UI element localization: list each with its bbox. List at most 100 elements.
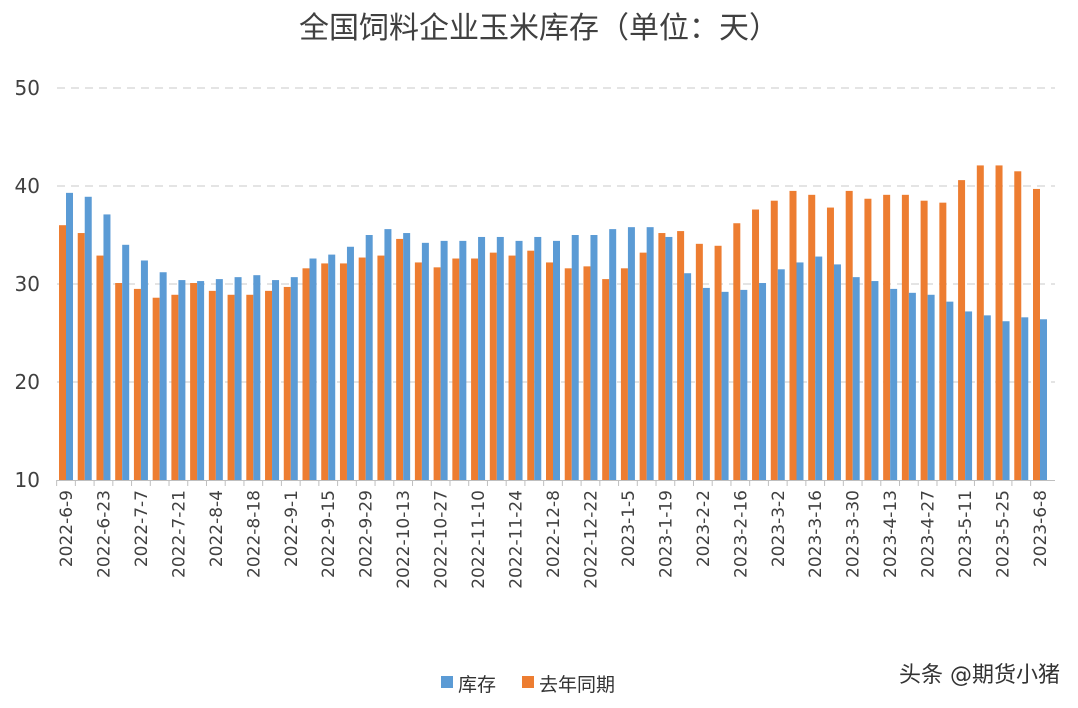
x-axis-ticks: 2022-6-9 2022-6-23 2022-7-7 2022-7-21 2022-8…	[57, 490, 1051, 589]
bar-last-year	[602, 279, 610, 480]
bar-inventory	[103, 214, 111, 481]
bar-last-year	[976, 165, 984, 481]
bar-inventory	[1040, 319, 1047, 480]
bar-last-year	[546, 262, 553, 480]
bar-last-year	[770, 200, 778, 480]
x-tick-label: 2022-7-7	[132, 490, 152, 567]
bar-last-year	[396, 238, 404, 480]
x-tick-label: 2022-11-24	[507, 490, 527, 589]
x-tick-label: 2022-10-27	[432, 490, 452, 589]
x-tick-label: 2023-3-16	[806, 490, 826, 578]
bar-inventory	[646, 227, 654, 480]
x-tick-label: 2023-6-8	[1031, 490, 1051, 567]
legend-swatch-inventory	[441, 676, 453, 688]
x-tick-label: 2023-2-2	[694, 490, 714, 567]
bar-inventory	[178, 280, 186, 480]
bar-last-year	[358, 257, 366, 480]
bar-inventory	[215, 279, 223, 480]
bar-last-year	[733, 223, 741, 481]
x-tick-label: 2022-8-18	[244, 490, 264, 578]
bar-inventory	[309, 258, 317, 480]
x-tick-label: 2022-9-1	[282, 490, 302, 567]
bar-inventory	[665, 236, 673, 480]
bar-last-year	[508, 255, 516, 480]
y-axis-ticks: 10 20 30 40 50	[15, 76, 40, 492]
watermark: 头条 @期货小猪	[899, 663, 1060, 688]
x-tick-label: 2023-5-11	[956, 490, 976, 578]
bar-inventory	[140, 260, 148, 480]
bar-last-year	[133, 288, 141, 480]
bar-last-year	[639, 252, 647, 480]
bar-inventory	[253, 275, 261, 480]
x-tick-label: 2022-12-22	[581, 490, 601, 589]
bar-inventory	[871, 281, 879, 480]
bar-inventory	[515, 240, 523, 480]
bar-last-year	[939, 202, 947, 480]
bar-inventory	[627, 227, 635, 480]
bar-last-year	[826, 207, 834, 480]
bar-last-year	[489, 252, 497, 480]
bar-last-year	[1014, 171, 1022, 481]
bar-last-year	[658, 233, 666, 480]
bar-last-year	[339, 263, 347, 480]
bar-inventory	[122, 244, 130, 480]
bar-last-year	[901, 194, 909, 480]
bar-inventory	[740, 289, 748, 480]
x-tick-label: 2023-1-19	[656, 490, 676, 578]
bar-inventory	[496, 236, 504, 480]
bar-inventory	[197, 281, 205, 480]
bar-last-year	[414, 262, 422, 480]
bar-inventory	[702, 287, 710, 480]
x-tick-label: 2023-3-2	[769, 490, 789, 567]
bar-inventory	[66, 192, 73, 481]
bar-last-year	[883, 194, 891, 480]
bar-inventory	[159, 272, 167, 480]
bar-inventory	[833, 264, 841, 480]
bar-last-year	[1033, 188, 1040, 480]
bar-inventory	[965, 311, 973, 480]
bar-inventory	[478, 236, 486, 480]
bar-inventory	[759, 283, 767, 480]
bar-inventory	[721, 291, 729, 480]
legend-swatch-last-year	[522, 676, 534, 688]
bar-last-year	[714, 245, 722, 480]
bar-last-year	[283, 286, 291, 480]
legend-label-last-year: 去年同期	[539, 674, 615, 696]
bar-last-year	[864, 198, 872, 481]
x-tick-label: 2022-9-15	[319, 490, 339, 578]
bar-inventory	[234, 277, 242, 480]
bar-last-year	[583, 266, 591, 480]
bar-last-year	[920, 200, 928, 480]
x-tick-label: 2022-12-8	[544, 490, 564, 578]
legend: 库存 去年同期	[441, 674, 615, 696]
x-tick-label: 2023-5-25	[994, 490, 1014, 578]
bar-last-year	[377, 255, 385, 480]
x-tick-label: 2023-3-30	[844, 490, 864, 578]
x-tick-label: 2022-8-4	[207, 490, 227, 567]
bar-inventory	[534, 236, 542, 480]
x-tick-label: 2022-6-23	[94, 490, 114, 578]
bar-inventory	[815, 256, 823, 480]
bar-inventory	[609, 229, 617, 480]
bar-last-year	[695, 243, 703, 480]
bar-inventory	[852, 277, 860, 480]
bar-inventory	[590, 235, 598, 480]
bar-inventory	[365, 235, 373, 480]
y-tick-label: 20	[15, 370, 40, 394]
bar-inventory	[403, 233, 411, 480]
bar-last-year	[96, 255, 104, 480]
bar-last-year	[808, 194, 816, 480]
x-tick-label: 2023-4-27	[919, 490, 939, 578]
y-tick-label: 30	[15, 272, 40, 296]
bar-last-year	[677, 231, 685, 480]
bar-inventory	[84, 196, 92, 480]
x-tick-label: 2022-6-9	[57, 490, 77, 567]
y-tick-label: 40	[15, 174, 40, 198]
bar-inventory	[796, 262, 804, 480]
bar-inventory	[983, 315, 991, 480]
x-tick-label: 2023-4-13	[881, 490, 901, 578]
bar-last-year	[433, 267, 441, 480]
bar-inventory	[1021, 317, 1029, 480]
bar-inventory	[553, 240, 560, 480]
